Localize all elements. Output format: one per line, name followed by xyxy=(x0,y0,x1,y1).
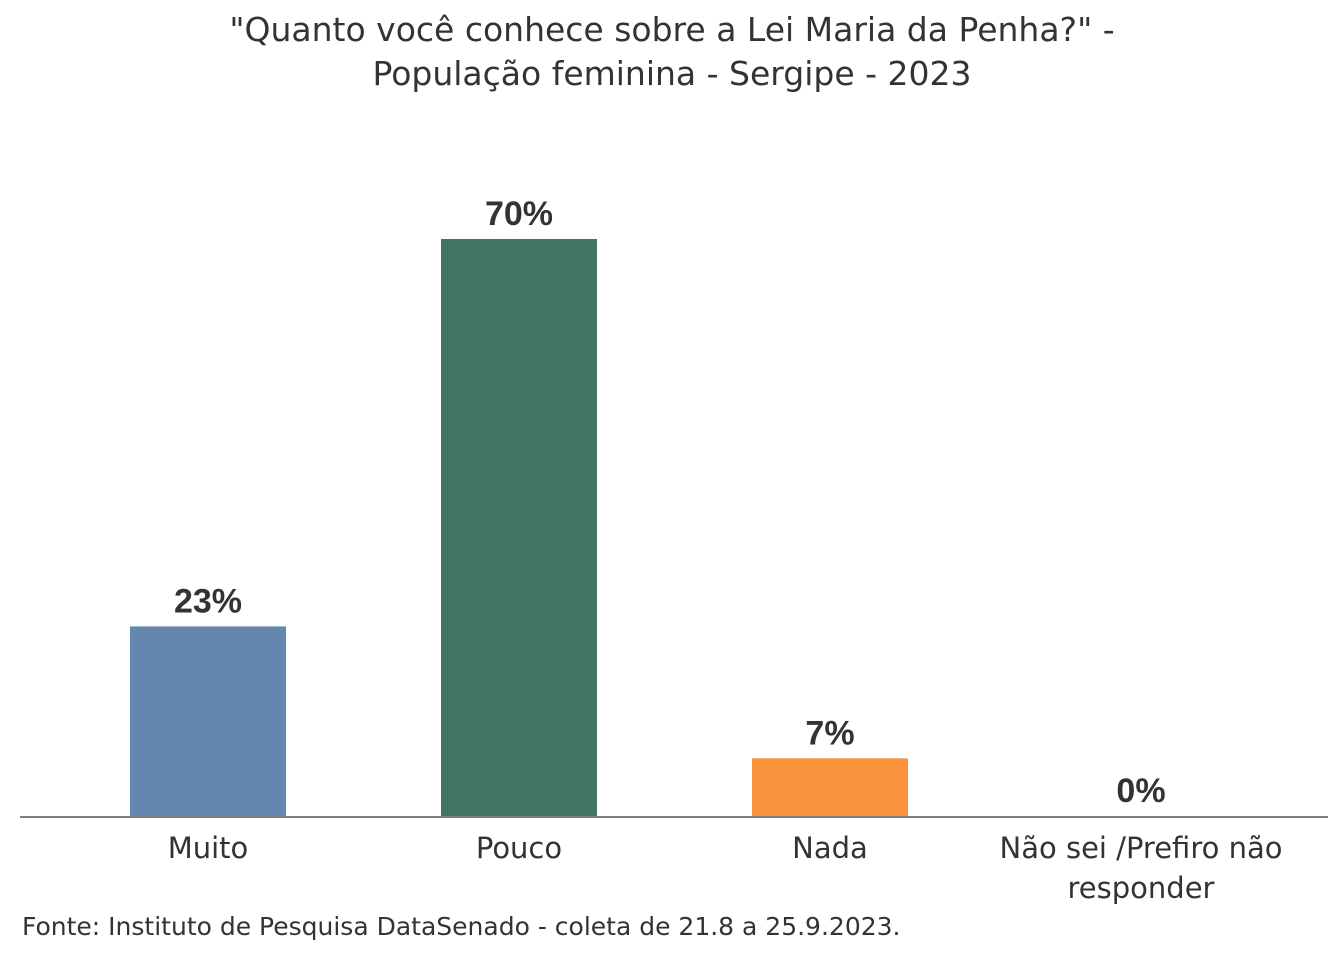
data-label-0: 23% xyxy=(174,582,242,620)
chart-title-line-2: População feminina - Sergipe - 2023 xyxy=(372,54,972,93)
bar-1 xyxy=(441,239,597,816)
data-label-2: 7% xyxy=(805,714,854,752)
x-tick-label-0-0: Muito xyxy=(168,831,249,865)
bar-2 xyxy=(752,758,908,816)
x-tick-label-3-1: responder xyxy=(1068,871,1215,905)
x-tick-label-1-0: Pouco xyxy=(476,831,562,865)
source-note: Fonte: Instituto de Pesquisa DataSenado … xyxy=(22,912,901,941)
chart-title-line-1: "Quanto você conhece sobre a Lei Maria d… xyxy=(229,10,1115,49)
x-tick-label-3-0: Não sei /Prefiro não xyxy=(1000,831,1283,865)
bar-chart: 23% Muito 70% Pouco 7% Nada 0% Não sei /Prefiro… xyxy=(20,195,1328,905)
data-label-1: 70% xyxy=(485,195,553,233)
bar-0 xyxy=(130,626,286,816)
data-label-3: 0% xyxy=(1116,772,1165,810)
chart-title: "Quanto você conhece sobre a Lei Maria d… xyxy=(0,8,1344,96)
x-tick-label-2-0: Nada xyxy=(792,831,868,865)
